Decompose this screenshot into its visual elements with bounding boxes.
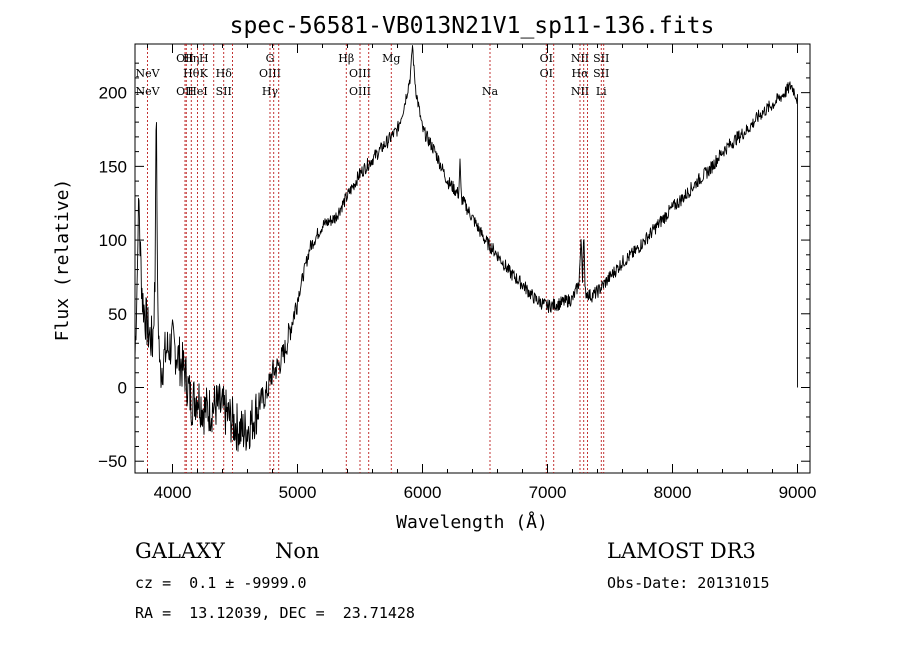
chart-title: spec-56581-VB013N21V1_sp11-136.fits <box>230 13 715 39</box>
line-label: Hγ <box>262 85 279 98</box>
line-label: Na <box>482 85 499 98</box>
line-label: G <box>266 52 275 65</box>
y-tick-label: 50 <box>108 305 127 324</box>
x-tick-label: 8000 <box>654 483 692 502</box>
obs-date: Obs-Date: 20131015 <box>607 574 770 592</box>
x-axis-label: Wavelength (Å) <box>396 511 548 533</box>
y-axis-label: Flux (relative) <box>52 179 73 342</box>
y-tick-label: 0 <box>118 378 127 397</box>
line-label: OII <box>176 85 194 98</box>
line-label: K <box>200 67 209 80</box>
x-tick-label: 5000 <box>279 483 317 502</box>
plot-frame <box>134 43 811 474</box>
line-label: OIII <box>349 67 371 80</box>
line-label: OIII <box>259 67 281 80</box>
line-label: SII <box>216 85 232 98</box>
line-label: NeV <box>135 67 160 80</box>
x-tick-label: 6000 <box>404 483 442 502</box>
y-tick-label: −50 <box>98 452 127 471</box>
object-subtype: Non <box>275 539 320 563</box>
spectrum-line <box>134 45 798 452</box>
object-type: GALAXY <box>135 539 225 563</box>
line-label: OIII <box>349 85 371 98</box>
y-tick-label: 200 <box>99 84 127 103</box>
line-label: Hθ <box>183 67 200 80</box>
x-tick-label: 9000 <box>779 483 817 502</box>
x-tick-label: 4000 <box>154 483 192 502</box>
coordinates-readout: RA = 13.12039, DEC = 23.71428 <box>135 604 415 622</box>
line-label: Hδ <box>216 67 233 80</box>
line-label: HeI <box>187 85 207 98</box>
line-label: NeV <box>135 85 160 98</box>
line-label: H <box>199 52 209 65</box>
line-label: OI <box>540 52 553 65</box>
line-label: OII <box>176 52 194 65</box>
x-tick-label: 7000 <box>529 483 567 502</box>
line-label: Hη <box>183 52 199 65</box>
redshift-readout: cz = 0.1 ± -9999.0 <box>135 574 307 592</box>
line-label: SII <box>593 52 609 65</box>
survey-name: LAMOST DR3 <box>607 539 756 563</box>
line-label: Mg <box>382 52 400 65</box>
y-tick-label: 100 <box>99 231 127 250</box>
line-label: Hβ <box>338 52 354 65</box>
line-label: NII <box>571 52 589 65</box>
y-tick-label: 150 <box>99 157 127 176</box>
line-label: OI <box>540 67 553 80</box>
line-label: SII <box>593 67 609 80</box>
spectrum-trace-group <box>134 45 798 452</box>
line-label: NII <box>571 85 589 98</box>
axis-ticks: 4000 5000 6000 7000 8000 9000 −50 0 50 100 150 200 <box>98 44 816 502</box>
line-label: Hα <box>571 67 589 80</box>
line-label: Li <box>596 85 607 98</box>
